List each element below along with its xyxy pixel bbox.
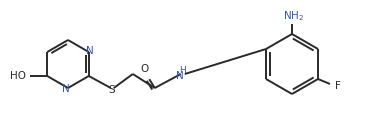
Text: HO: HO <box>10 71 26 81</box>
Text: N: N <box>176 71 184 81</box>
Text: NH$_2$: NH$_2$ <box>283 9 305 23</box>
Text: S: S <box>108 85 115 95</box>
Text: H: H <box>179 66 186 75</box>
Text: N: N <box>86 46 94 56</box>
Text: F: F <box>335 81 341 91</box>
Text: N: N <box>62 84 70 94</box>
Text: O: O <box>141 64 149 74</box>
